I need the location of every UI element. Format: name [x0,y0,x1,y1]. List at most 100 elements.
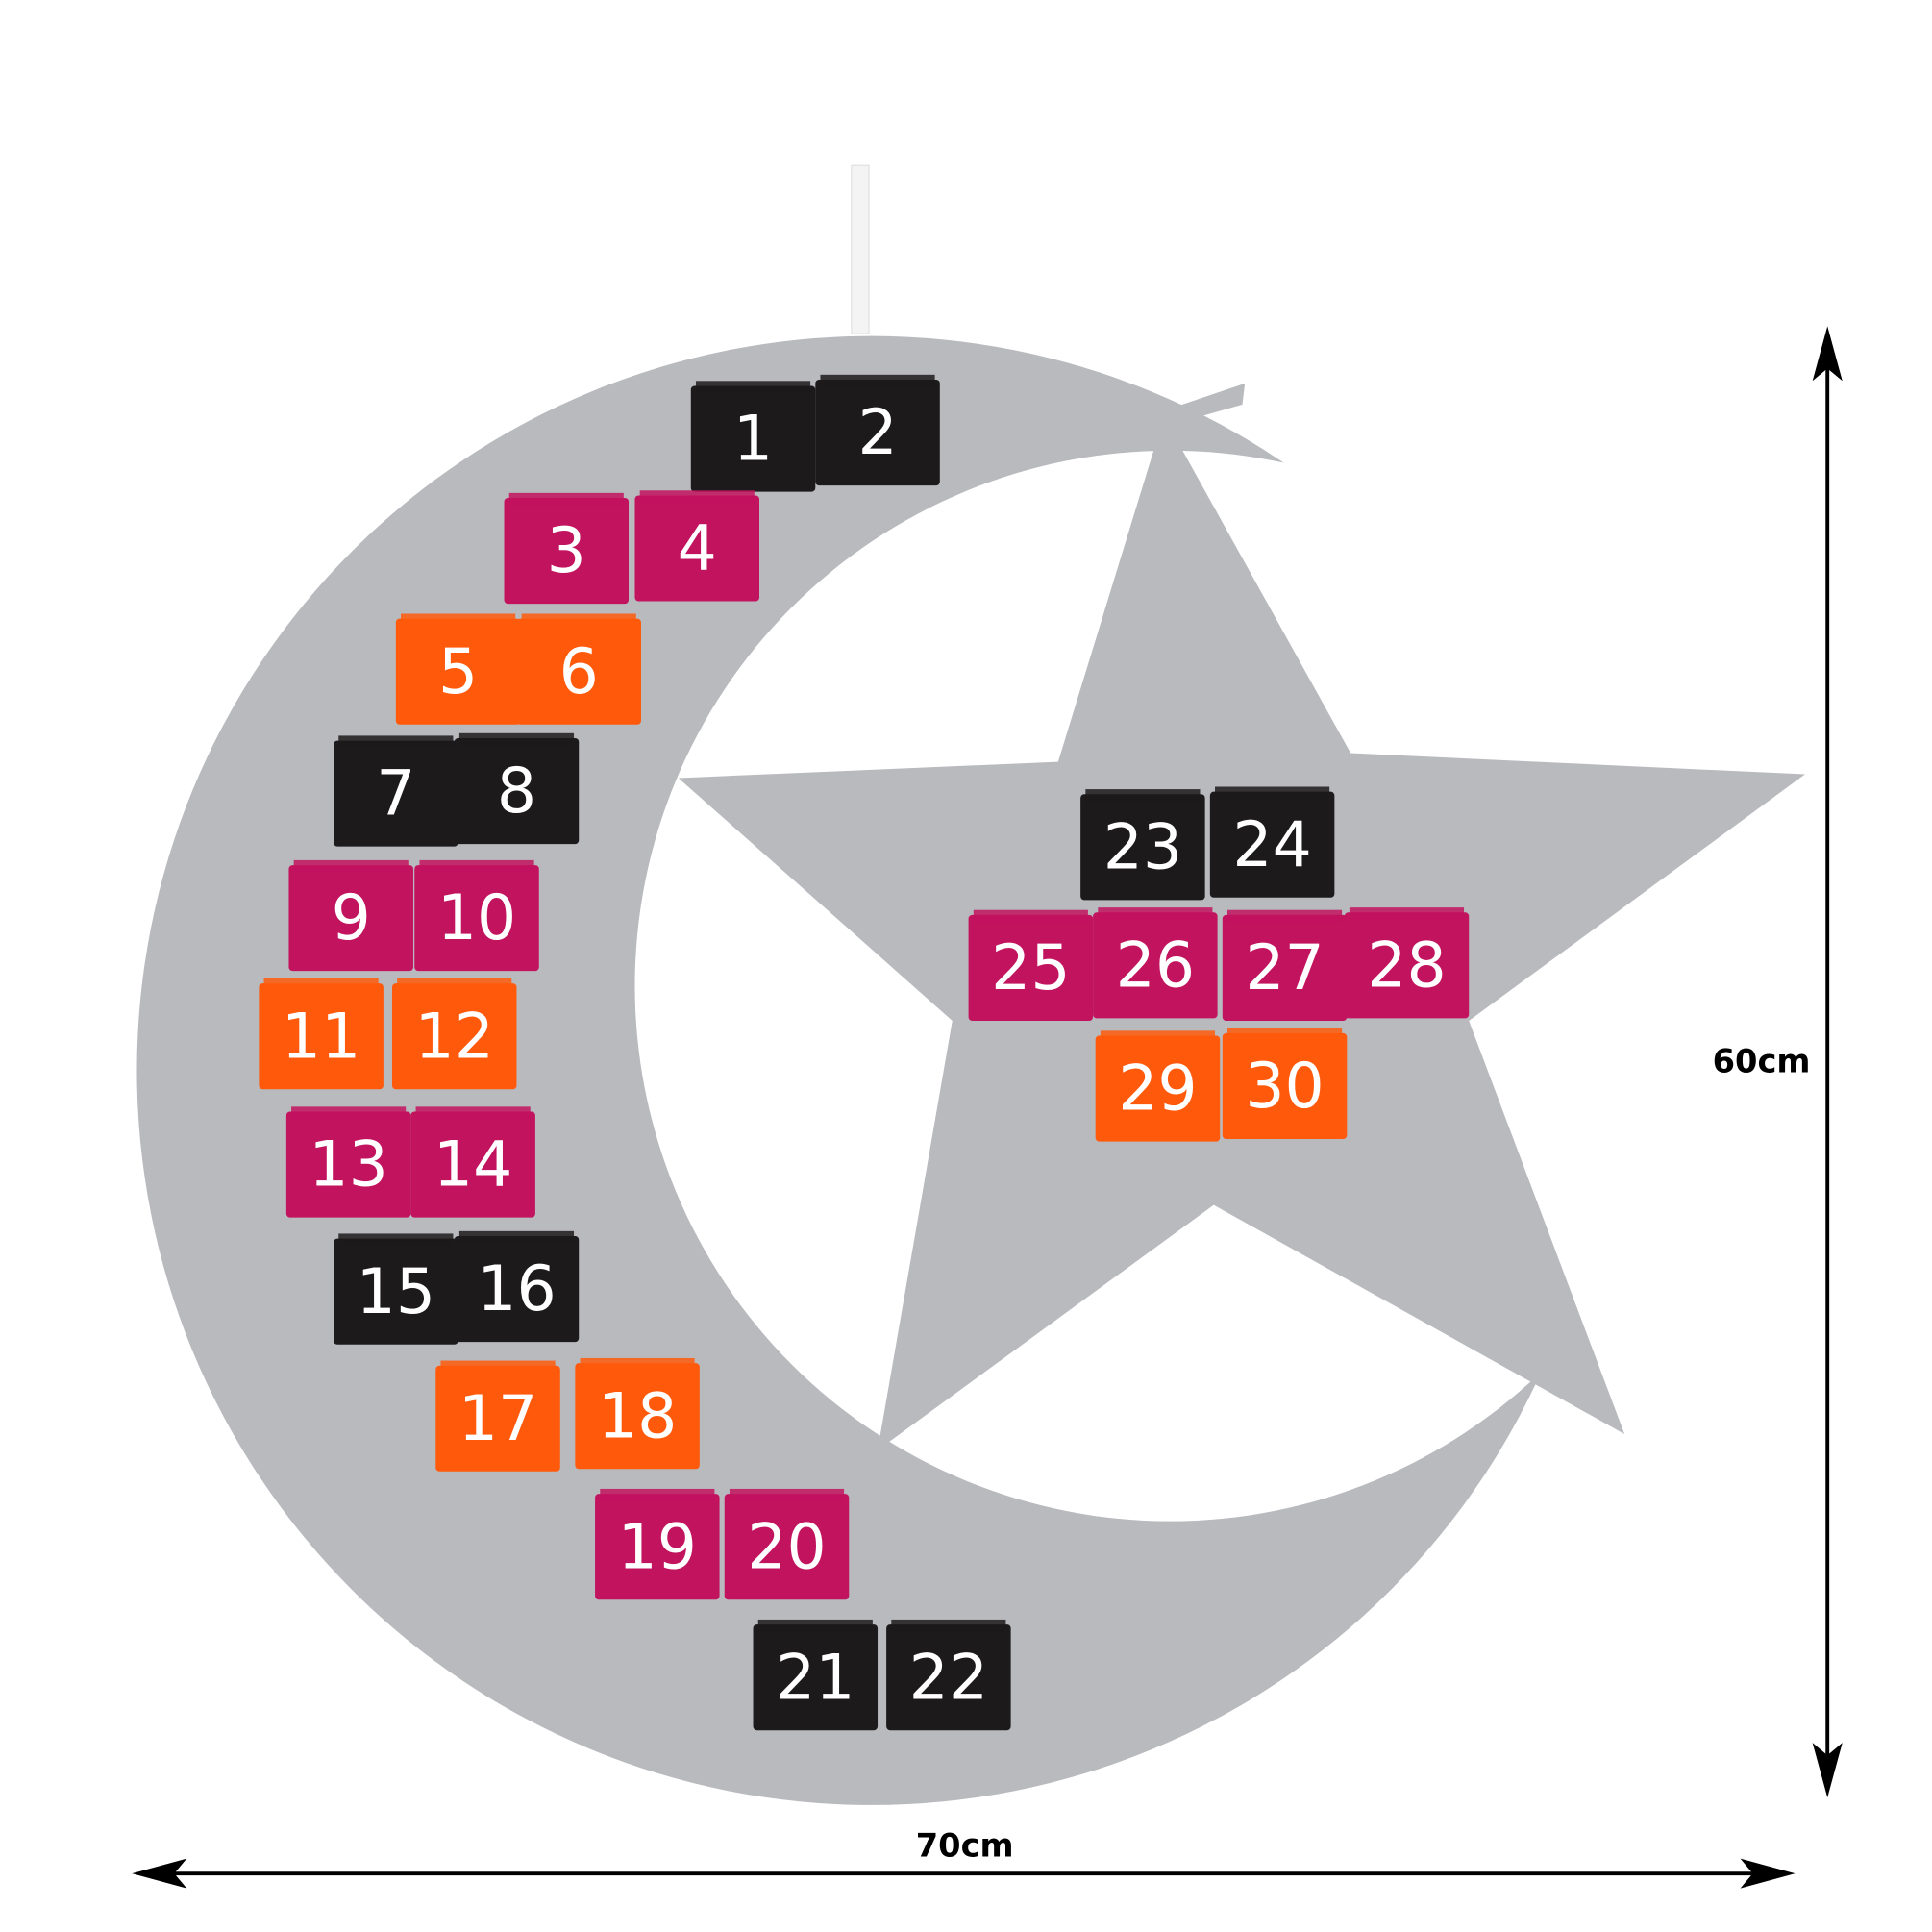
pocket-flap [757,1619,873,1632]
pocket-number: 12 [415,1001,494,1073]
pocket-flap [419,859,534,873]
arrow-head [1812,326,1843,382]
pocket [634,495,760,602]
pocket-number: 26 [1116,929,1195,1002]
pocket [815,380,940,486]
arrow-head [1812,1743,1843,1798]
pocket-flap [891,1619,1006,1632]
pocket [435,1365,560,1472]
pocket-number: 19 [618,1511,697,1583]
pocket [395,618,521,725]
pocket-flap [973,909,1088,923]
pocket [288,865,413,972]
pocket-number: 17 [458,1383,537,1455]
pocket-flap [263,978,379,991]
star-tab [1163,383,1246,424]
pocket [886,1624,1011,1731]
pocket-number: 6 [559,636,599,708]
pocket-number: 5 [438,636,478,708]
pocket-flap [1100,1030,1216,1044]
pocket-flap [820,374,935,387]
pocket-number: 28 [1367,929,1446,1002]
height-label: 60cm [1713,1043,1811,1080]
pocket-flap [458,1230,575,1244]
pocket [1344,912,1470,1019]
pocket-number: 7 [376,758,415,830]
pocket [454,1236,580,1343]
pocket [285,1111,411,1218]
pocket-flap [695,381,811,394]
pocket [516,618,641,725]
pocket [1209,791,1335,898]
pocket [454,737,580,845]
pocket-number: 20 [747,1511,826,1583]
pocket-flap [397,978,512,991]
pocket [690,385,816,492]
pocket-flap [1226,1028,1343,1041]
pocket-number: 11 [282,1001,360,1073]
pocket-flap [580,1357,695,1371]
pocket [504,498,630,605]
pocket-number: 21 [776,1642,855,1714]
pocket-flap [521,613,636,627]
pocket-number: 10 [437,882,516,954]
pocket-flap [440,1360,556,1374]
pocket [334,740,458,847]
pocket-number: 25 [991,932,1070,1004]
pocket [1093,912,1218,1019]
pocket-flap [401,613,516,627]
pocket [724,1494,850,1600]
pocket-number: 3 [547,515,586,587]
pocket [259,983,384,1090]
pocket-number: 30 [1245,1051,1324,1123]
pocket-flap [293,859,409,873]
pocket-flap [338,1233,454,1247]
pocket [753,1624,879,1731]
pocket-flap [600,1488,715,1501]
pocket [410,1111,535,1218]
pocket-flap [1085,789,1201,803]
pocket [968,914,1094,1021]
pocket-flap [508,492,624,506]
pocket-flap [1098,907,1213,921]
pocket-number: 9 [332,882,371,954]
pocket-flap [729,1488,845,1501]
pocket [575,1363,700,1470]
hanging-loop [851,164,870,334]
pocket-number: 2 [857,397,897,469]
pocket [334,1238,458,1345]
pocket-number: 8 [497,755,536,828]
pocket-number: 4 [678,513,717,585]
pocket-number: 27 [1245,932,1324,1004]
pocket-flap [1349,907,1465,921]
pocket [1095,1035,1221,1142]
width-label: 70cm [916,1826,1014,1864]
pocket-flap [1226,909,1343,923]
pocket [414,865,539,972]
pocket-flap [1215,786,1330,800]
pocket [1222,914,1348,1021]
arrow-head [132,1858,187,1889]
pocket-number: 13 [309,1129,387,1201]
pocket-number: 23 [1103,811,1182,883]
pocket [391,983,517,1090]
pocket-flap [338,735,454,749]
pocket-number: 24 [1232,809,1311,881]
pocket-number: 16 [477,1253,556,1325]
arrow-head [1740,1858,1796,1889]
pocket [1222,1032,1348,1140]
pocket-flap [291,1106,407,1120]
pocket-number: 14 [433,1129,512,1201]
pocket-flap [415,1106,531,1120]
pocket [595,1494,720,1600]
pocket-flap [458,732,575,746]
pocket [1080,794,1205,901]
pocket-flap [639,490,755,504]
pocket-number: 22 [909,1642,988,1714]
pocket-number: 1 [733,404,773,476]
pocket-number: 15 [357,1256,435,1328]
pocket-number: 29 [1118,1053,1197,1126]
